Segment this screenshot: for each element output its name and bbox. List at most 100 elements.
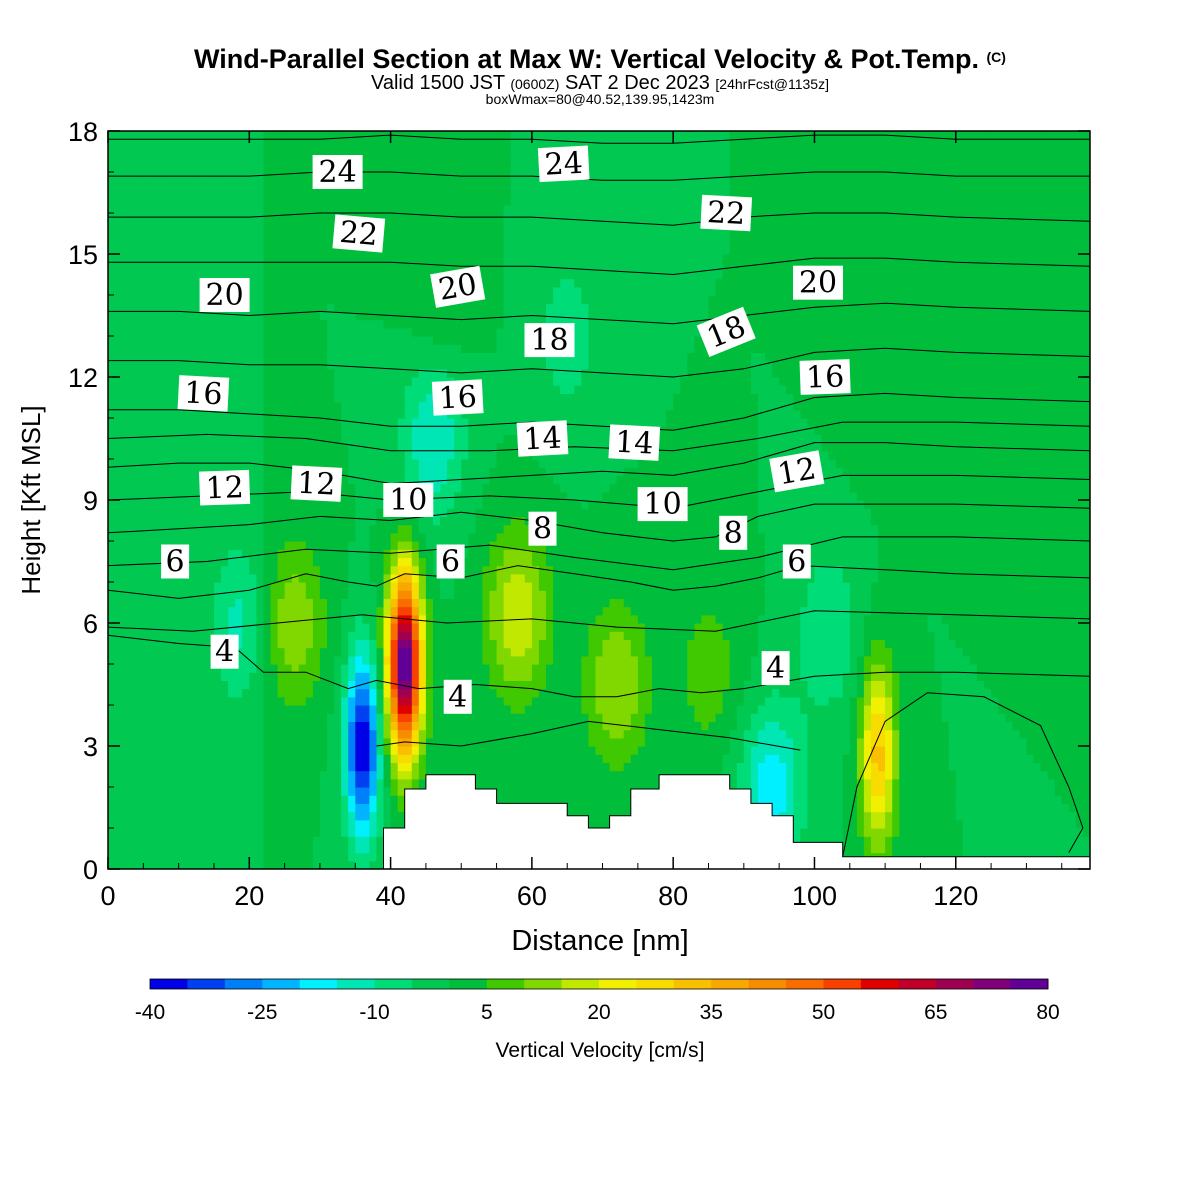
heat-cell — [871, 664, 879, 673]
heat-cell — [786, 746, 794, 755]
heat-cell — [214, 573, 222, 583]
heat-cell — [800, 787, 808, 796]
heat-cell — [341, 672, 349, 681]
heat-cell — [270, 639, 279, 649]
heat-cell — [934, 828, 943, 837]
heat-cell — [750, 795, 759, 804]
heat-cell — [842, 803, 851, 813]
heat-cell — [821, 672, 830, 681]
heat-cell — [461, 598, 469, 608]
heat-cell — [1047, 647, 1056, 657]
heat-cell — [157, 811, 166, 821]
heat-cell — [814, 680, 823, 690]
heat-cell — [433, 623, 441, 632]
heat-cell — [291, 778, 300, 788]
heat-cell — [185, 623, 194, 632]
heat-cell — [630, 737, 639, 747]
heat-cell — [129, 713, 137, 722]
heat-cell — [1082, 729, 1090, 739]
heat-cell — [136, 688, 144, 698]
heat-cell — [122, 623, 130, 632]
heat-cell — [948, 664, 957, 673]
heat-cell — [192, 795, 201, 804]
heat-cell — [277, 762, 286, 772]
heat-cell — [284, 655, 293, 665]
heat-cell — [468, 573, 476, 583]
heat-cell — [835, 614, 844, 624]
heat-cell — [185, 746, 194, 755]
heat-cell — [553, 705, 561, 714]
heat-cell — [411, 754, 420, 763]
heat-cell — [609, 631, 618, 640]
heat-cell — [673, 721, 681, 731]
heat-cell — [277, 721, 286, 731]
heat-cell — [284, 696, 293, 706]
heat-cell — [185, 803, 194, 813]
heat-cell — [666, 705, 674, 714]
heat-cell — [609, 655, 618, 665]
heat-cell — [666, 598, 674, 608]
heat-cell — [221, 729, 229, 739]
heat-cell — [108, 590, 116, 599]
heat-cell — [1068, 819, 1077, 829]
heat-cell — [814, 746, 823, 755]
heat-cell — [122, 778, 130, 788]
heat-cell — [383, 655, 392, 665]
heat-cell — [1054, 721, 1063, 731]
heat-cell — [390, 688, 399, 698]
heat-cell — [1026, 696, 1035, 706]
heat-cell — [404, 623, 413, 632]
heat-cell — [475, 573, 484, 583]
heat-cell — [708, 729, 717, 739]
heat-cell — [531, 713, 540, 722]
heat-cell — [496, 746, 505, 755]
heat-cell — [538, 705, 547, 714]
heat-cell — [913, 573, 922, 583]
heat-cell — [913, 721, 922, 731]
heat-cell — [715, 590, 724, 599]
heat-cell — [411, 762, 420, 772]
heat-cell — [468, 696, 476, 706]
heat-cell — [538, 655, 547, 665]
heat-cell — [630, 655, 639, 665]
heat-cell — [927, 754, 936, 763]
heat-cell — [588, 803, 597, 813]
heat-cell — [221, 590, 229, 599]
heat-cell — [680, 639, 688, 649]
heat-cell — [312, 647, 321, 657]
heat-cell — [249, 860, 257, 869]
heat-cell — [765, 631, 773, 640]
heat-cell — [235, 664, 243, 673]
heat-cell — [892, 836, 900, 845]
heat-cell — [984, 713, 992, 722]
heat-cell — [722, 582, 731, 591]
heat-cell — [1061, 770, 1070, 780]
heat-cell — [397, 614, 406, 624]
heat-cell — [108, 696, 116, 706]
heat-cell — [312, 631, 321, 640]
heat-cell — [856, 729, 865, 739]
heat-cell — [263, 672, 272, 681]
heat-cell — [644, 729, 653, 739]
heat-cell — [913, 844, 922, 854]
heat-cell — [171, 729, 180, 739]
heat-cell — [969, 713, 978, 722]
heat-cell — [489, 778, 498, 788]
heat-cell — [941, 778, 950, 788]
heat-cell — [510, 721, 519, 731]
heat-cell — [863, 828, 872, 837]
heat-cell — [991, 778, 999, 788]
heat-cell — [779, 729, 787, 739]
heat-cell — [666, 647, 674, 657]
heat-cell — [206, 573, 215, 583]
heat-cell — [630, 590, 639, 599]
heat-cell — [659, 696, 667, 706]
heat-cell — [242, 647, 250, 657]
heat-cell — [567, 803, 575, 813]
heat-cell — [659, 680, 667, 690]
heat-cell — [305, 696, 314, 706]
heat-cell — [637, 713, 646, 722]
heat-cell — [164, 746, 173, 755]
heat-cell — [214, 696, 222, 706]
heat-cell — [913, 606, 922, 616]
